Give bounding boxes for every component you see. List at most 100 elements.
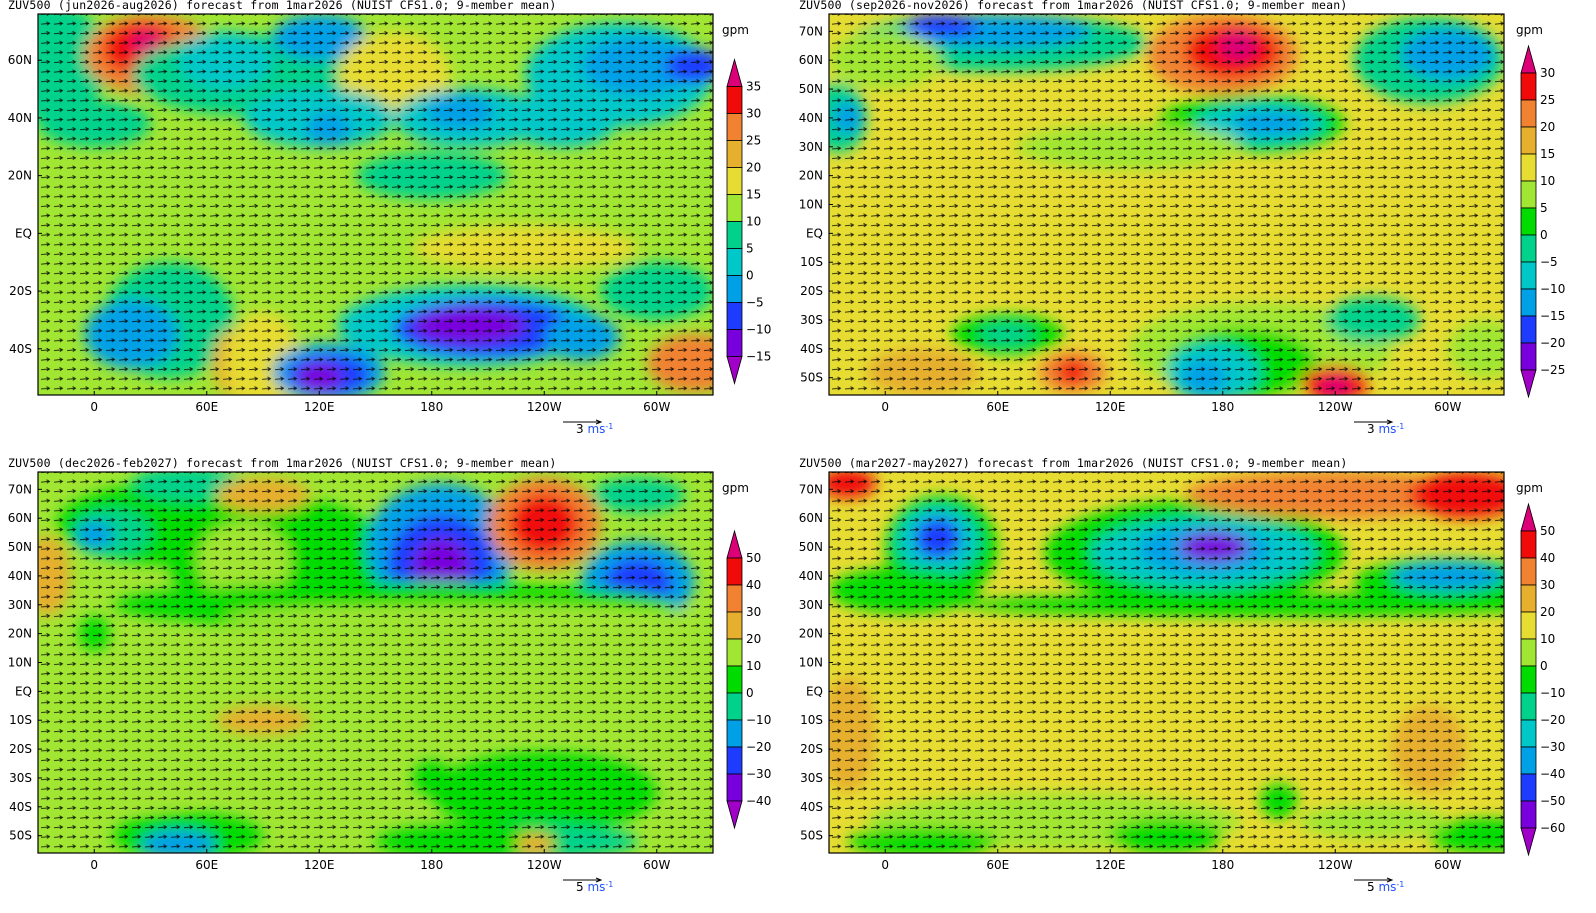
wind-vectors [38,14,713,395]
lon-tick-label: 0 [90,400,98,414]
colorbar-level-label: −5 [746,296,764,310]
panel-title: ZUV500 (dec2026-feb2027) forecast from 1… [8,456,557,470]
colorbar-box [1520,234,1537,263]
lat-tick-label: 60N [8,53,32,67]
colorbar-box [726,329,743,357]
colorbar-max-triangle [1520,502,1537,532]
lat-tick-label: 10S [800,713,823,727]
lat-tick-label: 40S [800,342,823,356]
lon-tick-label: 60W [1434,858,1461,872]
colorbar-level-label: −15 [1540,309,1565,323]
colorbar-level-label: 40 [746,578,761,592]
lat-tick-label: 60N [799,511,823,525]
lat-tick-label: 20S [800,284,823,298]
colorbar-box [1520,611,1537,640]
lon-tick-label: 60E [986,858,1009,872]
arrow-icon [1354,419,1394,425]
reference-vector: 5 ms-1 [1354,877,1404,894]
panel-title: ZUV500 (jun2026-aug2026) forecast from 1… [8,0,557,12]
unit-label: gpm [1516,481,1543,495]
colorbar-level-label: 20 [746,632,761,646]
anomaly-field [829,472,1504,853]
lat-tick-label: 30S [9,771,32,785]
lat-tick-label: EQ [15,226,32,240]
colorbar-box [1520,126,1537,155]
lat-tick-label: 30S [800,771,823,785]
panel-title: ZUV500 (sep2026-nov2026) forecast from 1… [799,0,1348,12]
lat-tick-label: 50S [9,829,32,843]
lon-tick-label: 60W [1434,400,1461,414]
map-panel-djf: ZUV500 (dec2026-feb2027) forecast from 1… [0,456,798,913]
colorbar-box [1520,342,1537,371]
colorbar-level-label: 10 [746,659,761,673]
colorbar-box [1520,153,1537,182]
lat-tick-label: 40N [799,569,823,583]
colorbar-level-label: 50 [746,551,761,565]
colorbar-box [726,719,743,748]
colorbar-box [1520,72,1537,101]
colorbar-box [1520,557,1537,586]
lat-tick-label: 60N [799,53,823,67]
colorbar-max-triangle [726,58,743,87]
colorbar-box [726,584,743,613]
anomaly-field [38,14,713,395]
reference-vector-label: 3 ms-1 [1367,422,1404,436]
colorbar-level-label: −5 [1540,255,1558,269]
colorbar-box [1520,530,1537,559]
lat-tick-label: 20S [800,742,823,756]
colorbar-min-triangle [1520,369,1537,399]
colorbar-box [1520,584,1537,613]
lon-tick-label: 60W [643,858,670,872]
colorbar-box [726,692,743,721]
lat-tick-label: EQ [15,684,32,698]
colorbar-box [726,302,743,330]
lat-tick-label: 40N [8,111,32,125]
colorbar-level-label: 0 [1540,659,1548,673]
colorbar-max-triangle [726,529,743,559]
lat-tick-label: 50S [800,371,823,385]
lat-tick-label: 40N [799,111,823,125]
colorbar-level-label: 50 [1540,524,1555,538]
reference-vector-label: 5 ms-1 [1367,880,1404,894]
lat-tick-label: 10N [799,656,823,670]
colorbar-box [726,275,743,303]
reference-vector: 3 ms-1 [563,419,613,436]
colorbar-level-label: −10 [1540,282,1565,296]
colorbar-box [726,746,743,775]
lat-tick-label: 30N [799,598,823,612]
lon-tick-label: 60E [195,400,218,414]
colorbar-level-label: −40 [1540,767,1565,781]
colorbar-box [1520,773,1537,802]
colorbar: 50 40 30 20 10 0 −10 −20 −30 −40 [726,529,771,830]
colorbar-box [726,638,743,667]
colorbar: 50 40 30 20 10 0 −10 −20 −30 −40 −50 −60 [1520,502,1565,857]
colorbar-min-triangle [726,800,743,830]
map-plot: 0 60E 120E 180 120W 60W 70N 60N 50N 40N 30N 20N 10N E… [799,13,1565,436]
colorbar-level-label: 10 [746,215,761,229]
lat-tick-label: 20N [8,169,32,183]
map-panel-son: ZUV500 (sep2026-nov2026) forecast from 1… [791,0,1589,455]
lat-tick-label: 10N [8,656,32,670]
map-plot: 0 60E 120E 180 120W 60W 70N 60N 50N 40N 30N 20N 10N E… [8,471,771,894]
colorbar-level-label: −20 [1540,713,1565,727]
colorbar-box [1520,288,1537,317]
lat-tick-label: 10S [9,713,32,727]
lon-tick-label: 0 [881,858,889,872]
lat-tick-label: 40S [9,342,32,356]
colorbar-min-triangle [1520,827,1537,857]
lat-tick-label: 50S [800,829,823,843]
colorbar-level-label: −20 [1540,336,1565,350]
wind-vectors [38,472,713,853]
lat-tick-label: 20S [9,742,32,756]
unit-label: gpm [722,481,749,495]
lat-tick-label: 50N [799,82,823,96]
lon-tick-label: 0 [881,400,889,414]
reference-vector: 5 ms-1 [563,877,613,894]
colorbar-box [726,665,743,694]
anomaly-field [829,14,1504,395]
lat-tick-label: 20N [799,169,823,183]
lat-tick-label: EQ [806,226,823,240]
lat-tick-label: 20N [799,627,823,641]
colorbar-level-label: 30 [746,605,761,619]
colorbar-max-triangle [1520,44,1537,74]
